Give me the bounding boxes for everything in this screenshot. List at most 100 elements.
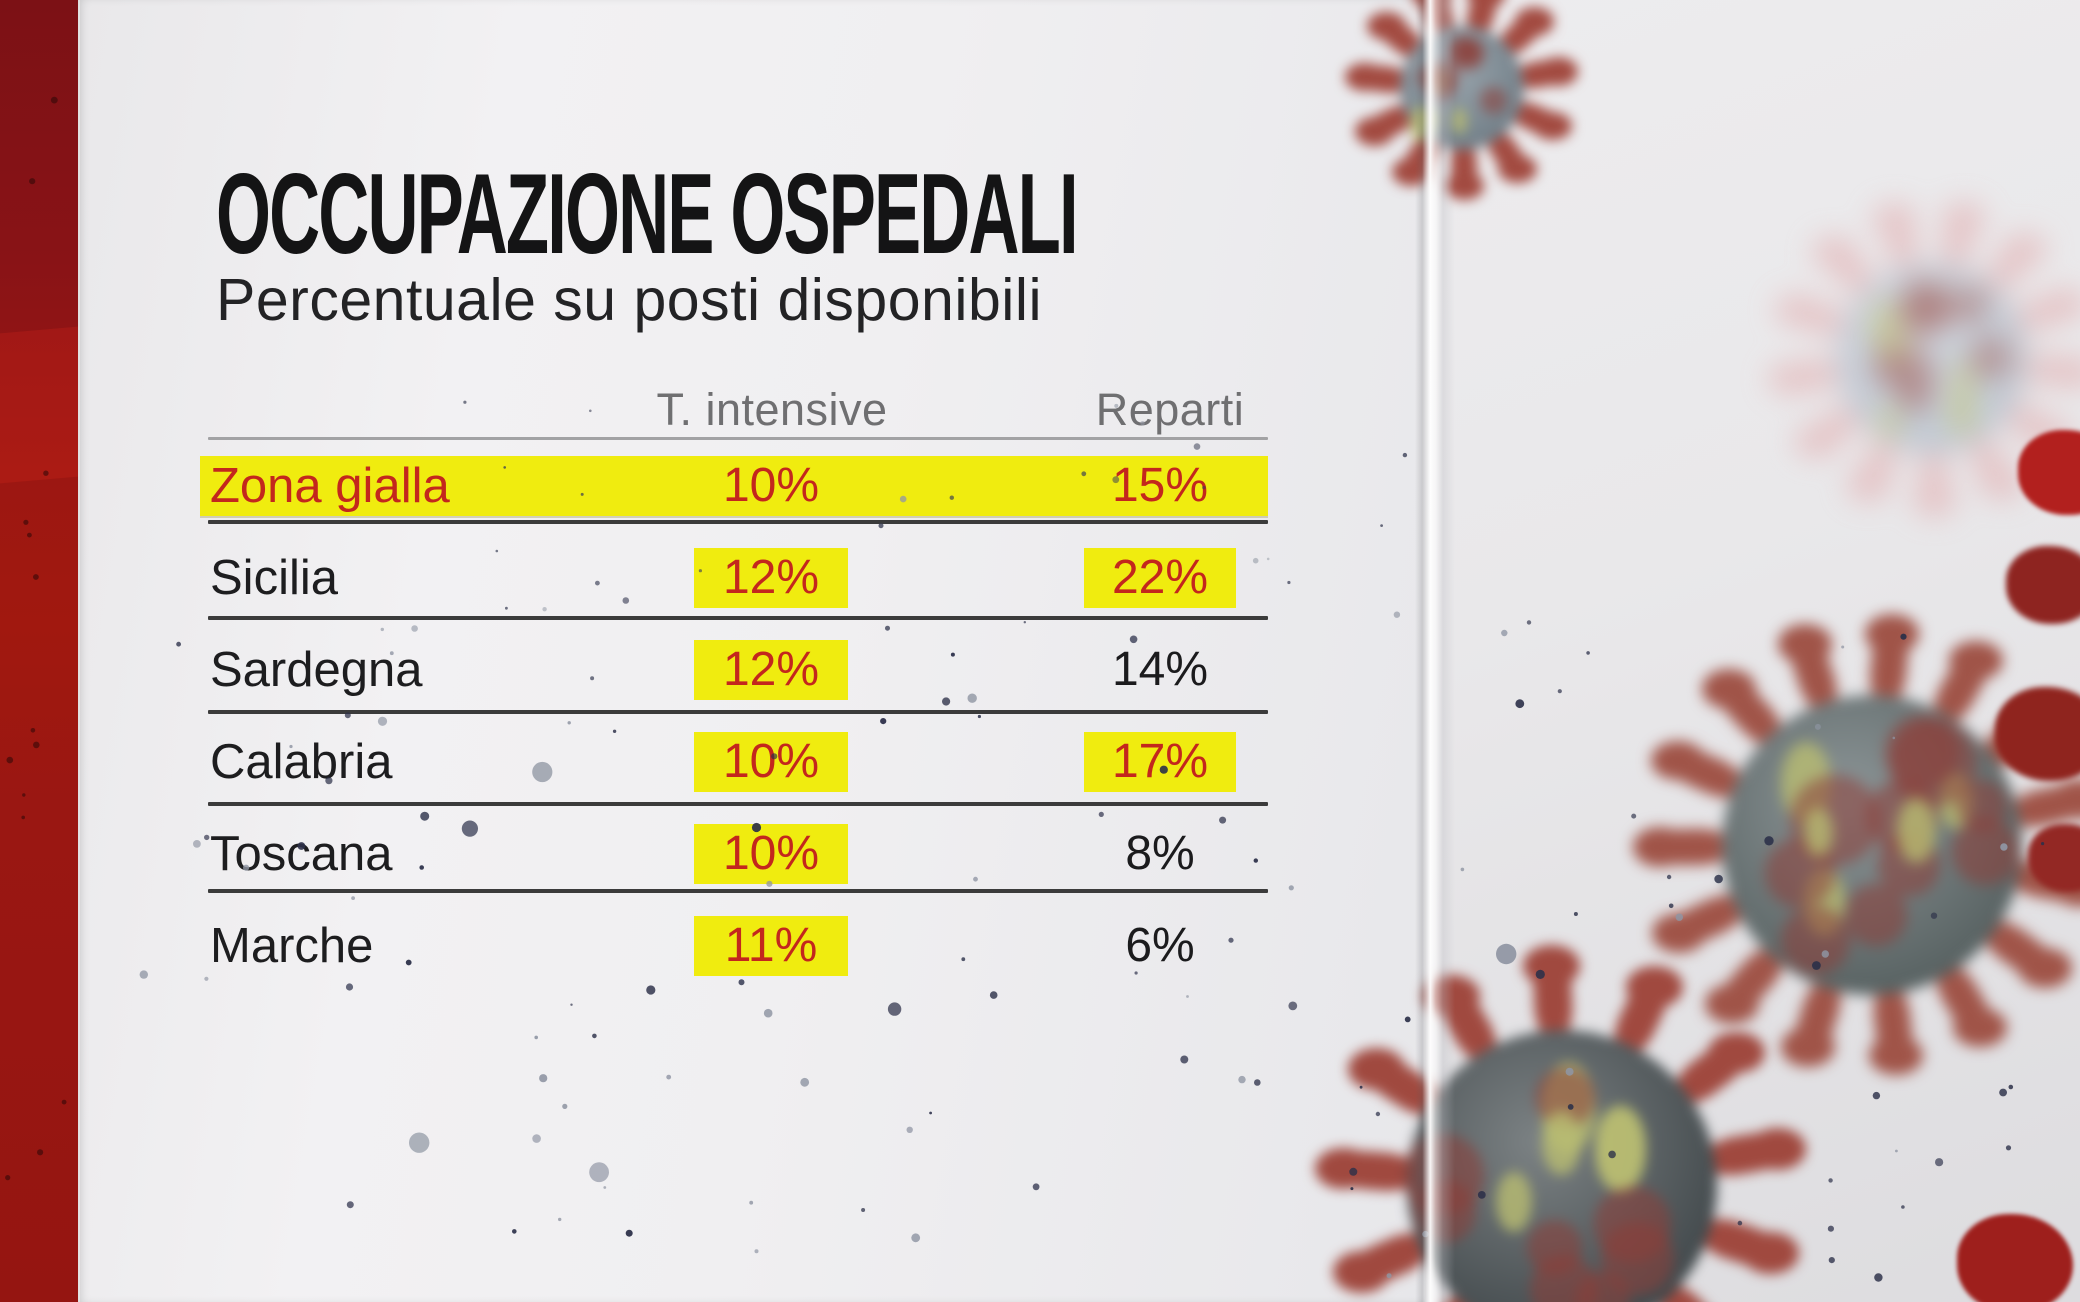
virus-particle [2002,232,2048,266]
virus-particle [1765,837,1836,908]
virus-particle [1633,827,1688,867]
red-vertical-band [0,0,78,1302]
virus-particle [1513,57,1568,92]
ti-value: 10% [694,732,848,792]
table-row: Sicilia 12% 22% [200,548,1268,608]
virus-particle [1978,466,2024,500]
region-label: Marche [210,919,374,973]
virus-particle [1594,1186,1672,1264]
virus-particle [1722,695,2022,995]
virus-particle [1575,1271,1630,1302]
virus-particle [1867,625,1911,705]
page-subtitle: Percentuale su posti disponibili [216,267,1043,333]
info-panel: OCCUPAZIONE OSPEDALI Percentuale su post… [78,0,1425,1302]
virus-particle [1956,780,2007,831]
region-label: Sicilia [210,551,338,605]
table-row: Zona gialla 10% 15% [200,456,1268,516]
virus-particle [1542,1110,1582,1175]
virus-particle [1957,1214,2073,1302]
virus-particle [1851,430,1907,499]
virus-particle [1652,828,1730,866]
virus-particle [1668,1033,1754,1111]
region-label: Calabria [210,735,393,789]
virus-particle [1804,808,1834,858]
virus-particle [1514,7,1554,37]
header-divider-line [208,437,1268,440]
row-divider-line [208,616,1268,620]
virus-particle [1952,1007,2007,1048]
virus-particle [1884,715,1959,789]
virus-particle [1781,1027,1836,1068]
reparti-value: 17% [1084,732,1236,792]
virus-particle [1696,1213,1783,1274]
virus-particle [2052,867,2080,907]
table-row: Sardegna 12% 14% [200,640,1268,700]
virus-particle [1601,1222,1674,1295]
virus-particle [1978,913,2061,987]
red-band-light-patch [0,326,78,484]
virus-particle [1595,1108,1646,1194]
virus-particle [1767,201,2080,518]
virus-particle [1704,1128,1789,1180]
virus-particle [1969,336,2013,380]
virus-particle [1701,668,1756,709]
virus-particle [2018,430,2080,515]
row-divider-line [208,802,1268,806]
virus-particle [1929,959,1999,1043]
virus-particle [1939,773,1973,829]
virus-particle [1837,263,2027,453]
virus-particle [1918,445,1951,509]
virus-particle [1997,393,2066,454]
virus-particle [1532,958,1575,1039]
virus-particle [1652,913,1707,953]
virus-particle [1870,985,1915,1065]
virus-particle [1940,201,1986,235]
region-label: Zona gialla [210,459,450,513]
virus-particle [1595,1104,1647,1190]
virus-particle [1866,779,1939,852]
virus-particle [1926,645,1996,730]
virus-particle [1607,972,1675,1059]
virus-particle [1947,388,1977,437]
virus-particle [1789,775,1880,866]
reparti-value: 8% [1125,827,1195,880]
virus-particle [1976,700,2059,775]
virus-particle [1749,1127,1807,1170]
virus-particle [1777,624,1832,664]
virus-particle [1952,818,2019,885]
panel-edge-seam [1415,0,1455,1302]
virus-particle [1872,203,1918,237]
ti-value: 12% [694,640,848,700]
virus-particle [1526,1220,1582,1276]
reparti-value: 6% [1125,919,1195,972]
virus-particle [2028,824,2080,892]
virus-particle [2018,351,2080,388]
virus-particle [1961,427,2018,497]
virus-particle [2042,288,2080,322]
table-row: Calabria 10% 17% [200,732,1268,792]
virus-particle [1665,888,1750,953]
virus-particle [1450,37,1485,72]
virus-particle [2051,355,2080,389]
virus-particle [1936,208,1980,276]
region-label: Sardegna [210,643,423,697]
table-row: Toscana 10% 8% [200,824,1268,884]
virus-particle [1741,1232,1799,1275]
virus-particle [1713,940,1791,1022]
virus-particle [1710,671,1789,752]
virus-particle [1977,233,2041,301]
column-header-reparti: Reparti [1095,384,1245,435]
virus-particle [1845,469,1891,503]
virus-particle [1812,236,1858,270]
virus-particle [1633,614,2080,1076]
virus-particle [1785,631,1844,716]
virus-particle [1463,0,1502,39]
virus-particle [1532,111,1572,141]
virus-particle [1889,718,1977,807]
virus-particle [1785,293,1855,343]
virus-particle [1626,965,1684,1008]
virus-particle [1845,883,1907,946]
virus-particle [1803,867,1846,937]
virus-particle [2051,779,2080,819]
